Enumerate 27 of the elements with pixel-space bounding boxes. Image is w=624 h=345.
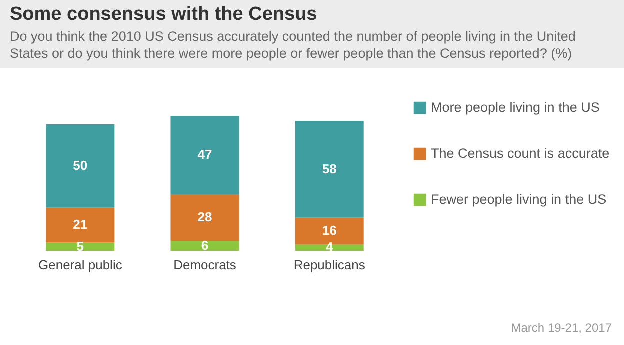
x-tick-label: Republicans — [294, 258, 366, 272]
bar — [170, 241, 240, 251]
legend-label: More people living in the US — [431, 100, 600, 115]
x-tick-label: General public — [38, 258, 123, 272]
bar — [295, 244, 364, 251]
bar — [170, 194, 240, 241]
chart-title: Some consensus with the Census — [10, 4, 318, 26]
data-label: 21 — [73, 217, 88, 232]
chart-subtitle: Do you think the 2010 US Census accurately counted the number of people living in the United States or do you think there were more people or fewer people than the Census reported? (%) — [10, 28, 577, 62]
bar — [295, 218, 364, 244]
bar — [46, 242, 115, 251]
bar — [46, 124, 115, 208]
data-label: 6 — [201, 238, 209, 253]
bar — [295, 121, 364, 218]
data-label: 28 — [198, 210, 212, 225]
bar — [46, 208, 115, 243]
data-label: 50 — [73, 158, 88, 173]
bar — [170, 116, 240, 194]
text: March 19-21, 2017 — [511, 321, 612, 335]
data-label: 47 — [198, 147, 212, 162]
data-label: 58 — [322, 161, 337, 176]
legend-label: The Census count is accurate — [431, 146, 610, 161]
data-label: 16 — [322, 223, 337, 238]
data-label: 4 — [326, 240, 334, 255]
x-tick-label: Democrats — [174, 258, 237, 272]
data-label: 5 — [76, 238, 84, 254]
legend-label: Fewer people living in the US — [431, 192, 607, 207]
